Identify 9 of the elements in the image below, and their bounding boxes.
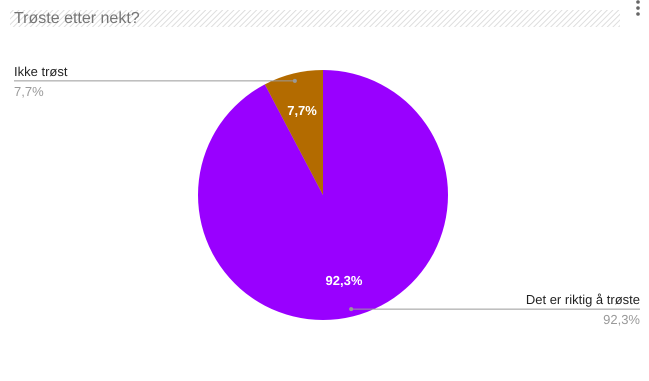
text: 92,3% (603, 312, 640, 328)
chart-title: Trøste etter nekt? (14, 10, 140, 27)
text: 7,7% (14, 84, 44, 99)
pie-slice (198, 70, 448, 320)
pie-slice (264, 70, 323, 195)
slice-label: Det er riktig å trøste (526, 292, 640, 308)
slice-label: Ikke trøst (14, 64, 68, 79)
data-label: 92,3% (326, 272, 363, 288)
data-label: 7,7% (287, 103, 318, 118)
